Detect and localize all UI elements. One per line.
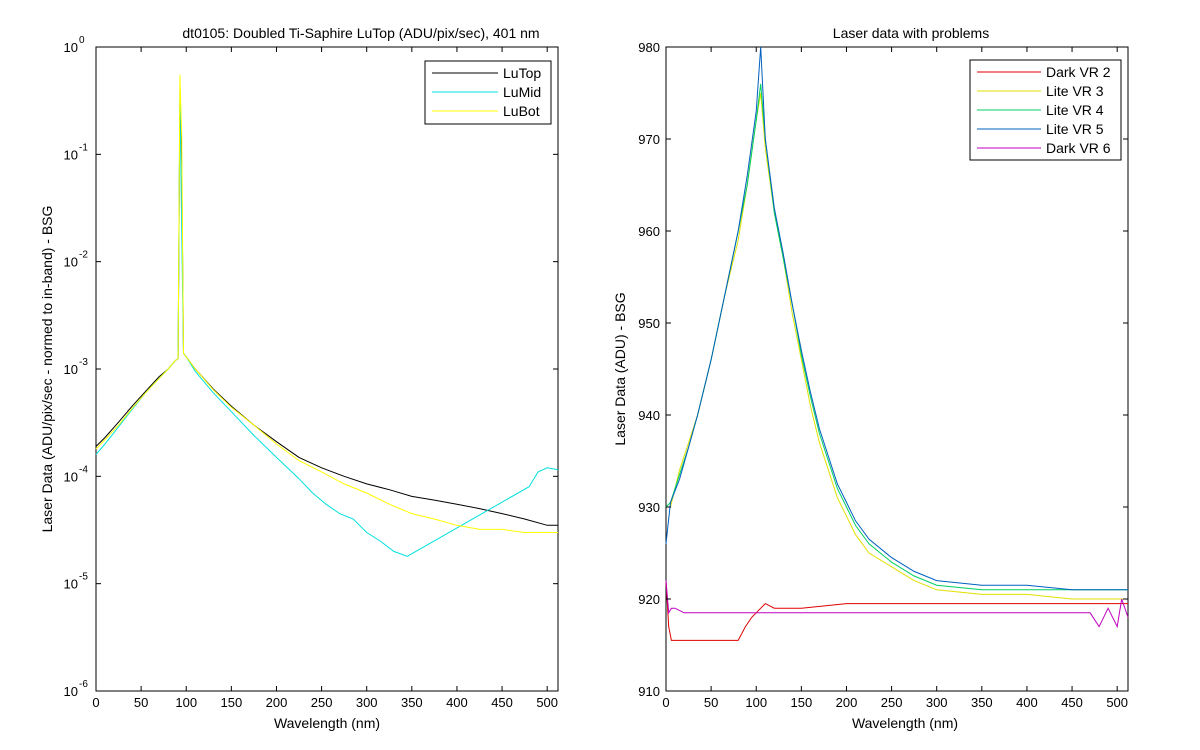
y-tick-label: 940 [638, 408, 660, 423]
chart-2-legend-box [969, 59, 1122, 161]
y-tick-label: 980 [638, 40, 660, 55]
y-tick-label: 920 [638, 592, 660, 607]
x-tick-label: 400 [1016, 695, 1038, 710]
legend-label-lite-vr-3: Lite VR 3 [1046, 83, 1104, 99]
chart-1-y-axis-label: Laser Data (ADU/pix/sec - normed to in-b… [39, 206, 55, 533]
legend-label-lubot: LuBot [503, 103, 540, 119]
series-line-dark-vr-2 [665, 580, 1128, 641]
chart-2-legend: Dark VR 2 Lite VR 3 Lite VR 4 Lite VR 5 … [969, 59, 1122, 161]
chart-2-axes: 0 50 100 150 200 250 300 350 400 450 500 910 920 930 9… [638, 40, 1128, 710]
legend-label-lite-vr-4: Lite VR 4 [1046, 102, 1104, 118]
x-tick-label: 100 [745, 695, 767, 710]
chart-2-x-axis-label: Wavelength (nm) [852, 715, 958, 731]
x-tick-label: 250 [311, 695, 333, 710]
chart-1-title: dt0105: Doubled Ti-Saphire LuTop (ADU/pi… [182, 25, 539, 41]
x-tick-label: 200 [836, 695, 858, 710]
x-tick-label: 450 [1061, 695, 1083, 710]
x-tick-label: 50 [134, 695, 148, 710]
y-tick-label: 960 [638, 224, 660, 239]
x-tick-label: 250 [881, 695, 903, 710]
chart-1: dt0105: Doubled Ti-Saphire LuTop (ADU/pi… [39, 25, 559, 731]
x-tick-label: 450 [491, 695, 513, 710]
y-tick-label: 10 [64, 469, 78, 484]
legend-label-lumid: LuMid [503, 84, 541, 100]
y-tick-label: 910 [638, 684, 660, 699]
chart-1-axes: 0 50 100 150 200 250 300 350 400 450 50010-610-510… [64, 35, 558, 710]
chart-2: Laser data with problems 0 50 100 150 200 250… [612, 25, 1129, 731]
y-tick-label-exponent: -5 [79, 572, 88, 583]
x-tick-label: 50 [704, 695, 718, 710]
x-tick-label: 150 [791, 695, 813, 710]
y-tick-label-exponent: -1 [79, 142, 88, 153]
series-line-lutop [95, 103, 558, 526]
chart-2-series-group [665, 46, 1129, 641]
x-tick-label: 0 [92, 695, 99, 710]
x-tick-label: 150 [221, 695, 243, 710]
x-tick-label: 200 [266, 695, 288, 710]
x-tick-label: 0 [662, 695, 669, 710]
y-tick-label: 930 [638, 500, 660, 515]
y-tick-label-exponent: -2 [79, 250, 88, 261]
y-tick-label: 10 [64, 255, 78, 270]
chart-2-y-axis-label: Laser Data (ADU) - BSG [612, 292, 628, 445]
x-tick-label: 350 [971, 695, 993, 710]
y-tick-label: 10 [64, 362, 78, 377]
series-line-lubot [95, 74, 558, 533]
x-tick-label: 300 [356, 695, 378, 710]
legend-label-dark-vr-2: Dark VR 2 [1046, 64, 1111, 80]
y-tick-label: 10 [64, 40, 78, 55]
y-tick-label: 10 [64, 684, 78, 699]
y-tick-label-exponent: -6 [79, 679, 88, 690]
chart-1-x-axis-label: Wavelength (nm) [274, 715, 380, 731]
y-tick-label-exponent: -3 [79, 357, 88, 368]
x-tick-label: 100 [175, 695, 197, 710]
y-tick-label-exponent: -4 [79, 464, 88, 475]
chart-1-legend: LuTop LuMid LuBot [424, 60, 552, 125]
legend-label-lutop: LuTop [503, 65, 541, 81]
y-tick-label: 970 [638, 132, 660, 147]
chart-1-series-group [95, 74, 559, 557]
x-tick-label: 500 [1106, 695, 1128, 710]
legend-label-lite-vr-5: Lite VR 5 [1046, 121, 1104, 137]
series-line-lite-vr-5 [665, 46, 1128, 591]
chart-2-title: Laser data with problems [833, 25, 989, 41]
x-tick-label: 300 [926, 695, 948, 710]
series-line-dark-vr-6 [665, 580, 1129, 629]
y-tick-label: 10 [64, 147, 78, 162]
x-tick-label: 400 [446, 695, 468, 710]
x-tick-label: 500 [536, 695, 558, 710]
x-tick-label: 350 [401, 695, 423, 710]
y-tick-label: 950 [638, 316, 660, 331]
y-tick-label: 10 [64, 577, 78, 592]
legend-label-dark-vr-6: Dark VR 6 [1046, 140, 1111, 156]
chart-1-plot-area [95, 46, 559, 692]
y-tick-label-exponent: 0 [79, 35, 85, 46]
